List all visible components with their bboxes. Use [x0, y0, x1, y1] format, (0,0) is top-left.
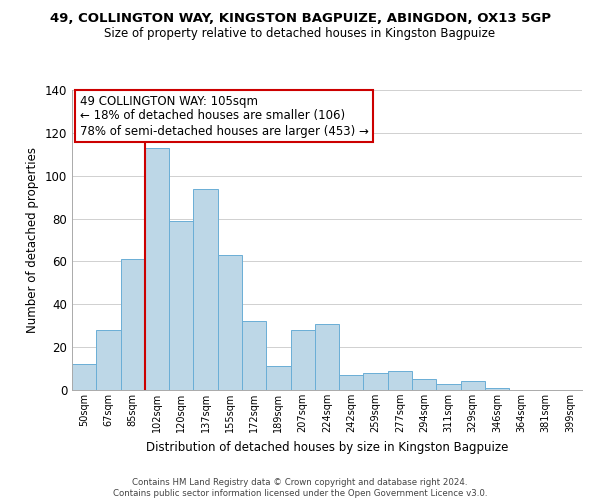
Bar [315, 324, 339, 390]
Text: Size of property relative to detached houses in Kingston Bagpuize: Size of property relative to detached ho… [104, 28, 496, 40]
Bar [485, 388, 509, 390]
Bar [193, 188, 218, 390]
Bar [388, 370, 412, 390]
Bar [412, 380, 436, 390]
Text: Contains HM Land Registry data © Crown copyright and database right 2024.
Contai: Contains HM Land Registry data © Crown c… [113, 478, 487, 498]
Bar [169, 220, 193, 390]
Bar [436, 384, 461, 390]
Text: 49 COLLINGTON WAY: 105sqm
← 18% of detached houses are smaller (106)
78% of semi: 49 COLLINGTON WAY: 105sqm ← 18% of detac… [80, 94, 368, 138]
Bar [339, 375, 364, 390]
Text: 49, COLLINGTON WAY, KINGSTON BAGPUIZE, ABINGDON, OX13 5GP: 49, COLLINGTON WAY, KINGSTON BAGPUIZE, A… [49, 12, 551, 26]
Bar [242, 322, 266, 390]
Bar [266, 366, 290, 390]
Bar [96, 330, 121, 390]
Bar [218, 255, 242, 390]
Bar [121, 260, 145, 390]
Bar [364, 373, 388, 390]
Bar [461, 382, 485, 390]
Bar [72, 364, 96, 390]
X-axis label: Distribution of detached houses by size in Kingston Bagpuize: Distribution of detached houses by size … [146, 440, 508, 454]
Bar [290, 330, 315, 390]
Y-axis label: Number of detached properties: Number of detached properties [26, 147, 39, 333]
Bar [145, 148, 169, 390]
